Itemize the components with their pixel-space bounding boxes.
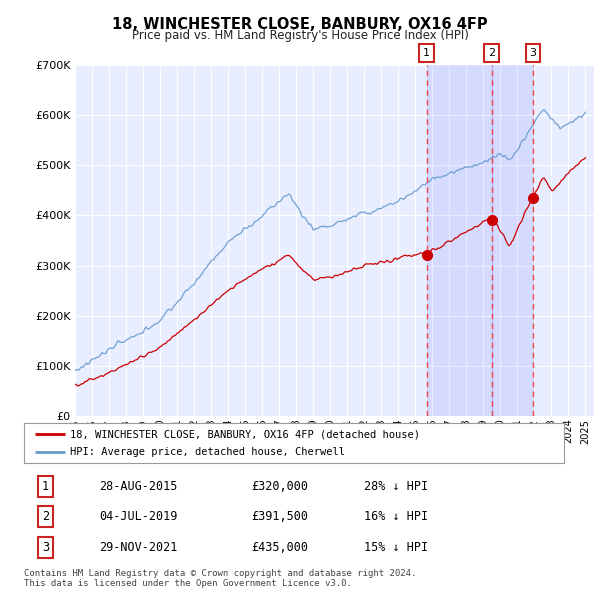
Bar xyxy=(492,65,533,416)
Text: Contains HM Land Registry data © Crown copyright and database right 2024.
This d: Contains HM Land Registry data © Crown c… xyxy=(24,569,416,588)
Text: 1: 1 xyxy=(42,480,49,493)
Text: £435,000: £435,000 xyxy=(251,541,308,554)
Text: 18, WINCHESTER CLOSE, BANBURY, OX16 4FP: 18, WINCHESTER CLOSE, BANBURY, OX16 4FP xyxy=(112,17,488,31)
Text: 28-AUG-2015: 28-AUG-2015 xyxy=(100,480,178,493)
Text: 15% ↓ HPI: 15% ↓ HPI xyxy=(364,541,428,554)
Text: 3: 3 xyxy=(529,48,536,58)
Text: 2: 2 xyxy=(488,48,496,58)
Text: 29-NOV-2021: 29-NOV-2021 xyxy=(100,541,178,554)
Text: 18, WINCHESTER CLOSE, BANBURY, OX16 4FP (detached house): 18, WINCHESTER CLOSE, BANBURY, OX16 4FP … xyxy=(70,430,420,440)
Text: 04-JUL-2019: 04-JUL-2019 xyxy=(100,510,178,523)
Text: 2: 2 xyxy=(42,510,49,523)
Text: 3: 3 xyxy=(42,541,49,554)
Text: 1: 1 xyxy=(423,48,430,58)
Text: 28% ↓ HPI: 28% ↓ HPI xyxy=(364,480,428,493)
Text: £320,000: £320,000 xyxy=(251,480,308,493)
Text: Price paid vs. HM Land Registry's House Price Index (HPI): Price paid vs. HM Land Registry's House … xyxy=(131,30,469,42)
Text: 16% ↓ HPI: 16% ↓ HPI xyxy=(364,510,428,523)
Bar xyxy=(427,65,492,416)
Text: £391,500: £391,500 xyxy=(251,510,308,523)
Text: HPI: Average price, detached house, Cherwell: HPI: Average price, detached house, Cher… xyxy=(70,447,345,457)
